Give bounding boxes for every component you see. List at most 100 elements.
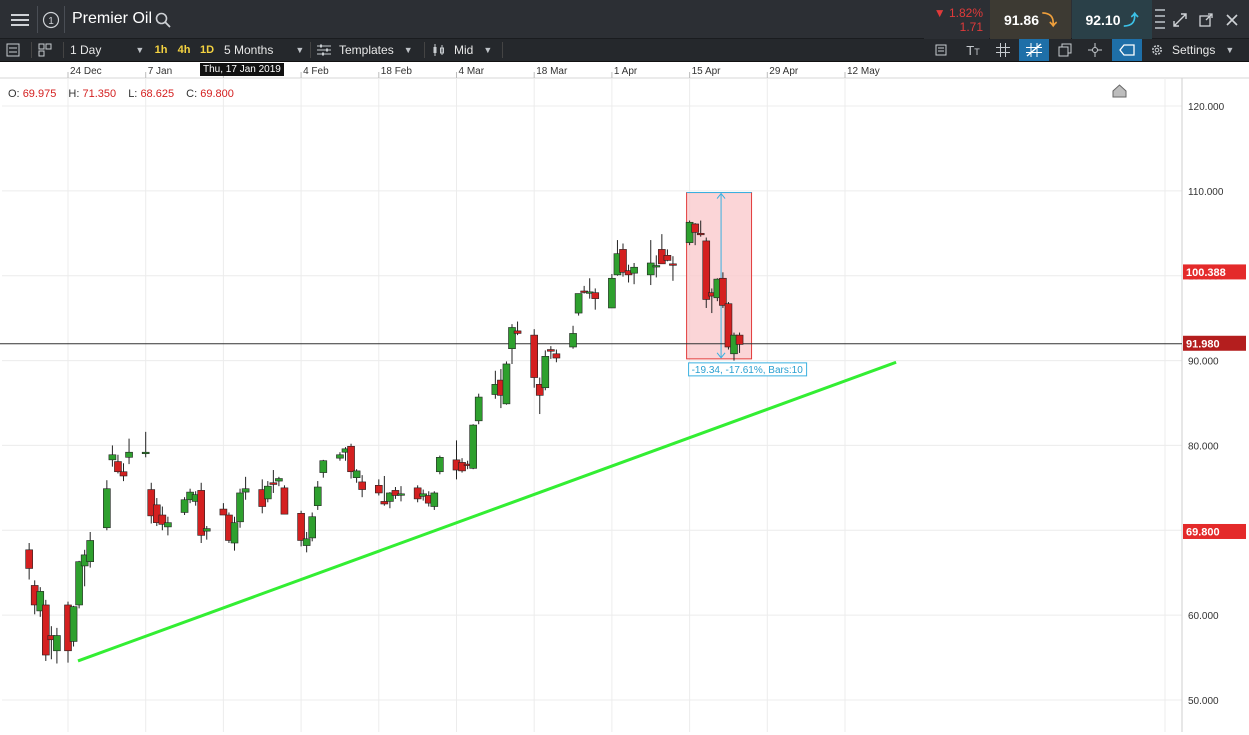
home-marker-icon (1112, 84, 1127, 98)
x-tick-label: 4 Mar (459, 66, 485, 77)
settings-menu[interactable]: Settings ▼ (1150, 39, 1246, 61)
sell-price: 91.86 (1003, 11, 1040, 28)
candle-body (230, 522, 239, 544)
candle-body (458, 462, 466, 472)
layout-icon[interactable] (38, 39, 58, 61)
candle-body (180, 499, 189, 513)
interval-select[interactable]: 1 Day ▼ (70, 39, 146, 61)
x-tick-label: 4 Feb (303, 66, 329, 77)
candle-body (569, 333, 577, 348)
x-tick-label: 29 Apr (769, 66, 799, 77)
chevron-down-icon: ▼ (403, 45, 413, 55)
timeframe-4h-button[interactable]: 4h (177, 44, 191, 56)
indicators-icon[interactable] (926, 39, 956, 61)
close-icon[interactable] (1220, 0, 1244, 39)
candle-body (397, 493, 405, 496)
text-tool-icon[interactable]: TT (966, 42, 980, 58)
y-tick-label: 80.000 (1188, 441, 1219, 452)
chart-background (0, 62, 1249, 735)
x-tick-label: 7 Jan (148, 66, 172, 77)
candle-body (75, 561, 83, 606)
change-absolute: 1.71 (959, 20, 983, 34)
candle-body (691, 223, 699, 233)
close-label: C: (186, 88, 198, 100)
candle-body (53, 635, 61, 652)
x-tick-label: 18 Mar (536, 66, 568, 77)
candle-body (153, 504, 161, 523)
fullscreen-icon[interactable] (1168, 0, 1192, 39)
price-type-select[interactable]: Mid ▼ (432, 39, 496, 61)
candle-body (735, 334, 744, 345)
candle-body (108, 454, 117, 461)
y-tick-label: 60.000 (1188, 611, 1219, 622)
candle-body (358, 481, 366, 490)
timeframe-1d-button[interactable]: 1D (199, 44, 215, 56)
chart-toolbar: 1 Day ▼ 1h 4h 1D 5 Months ▼ Templates ▼ … (0, 39, 1249, 62)
candle-body (263, 485, 272, 500)
sell-button[interactable]: 91.86 ⤵ (990, 0, 1071, 39)
candle-body (547, 349, 555, 352)
measure-arrow-head (716, 352, 726, 359)
high-value: 71.350 (82, 88, 117, 100)
cursor-icon[interactable] (1080, 39, 1110, 61)
grid-icon[interactable] (988, 39, 1018, 61)
candle-body (591, 292, 600, 299)
gear-icon (1152, 45, 1162, 55)
candle-body (619, 249, 627, 273)
drag-handle-icon[interactable] (1153, 0, 1167, 39)
chevron-down-icon: ▼ (295, 45, 305, 55)
list-icon[interactable] (6, 39, 26, 61)
candle-body (269, 482, 278, 485)
range-value: 5 Months (224, 43, 274, 57)
measure-label: -19.34, -17.61%, Bars:10 (692, 365, 804, 376)
info-icon[interactable]: 1 (40, 0, 62, 39)
crosshair-grid-icon[interactable] (1019, 39, 1049, 61)
candle-body (502, 363, 511, 405)
candle-body (319, 460, 328, 473)
candle-body (696, 232, 705, 236)
price-tag (1183, 523, 1246, 539)
settings-label: Settings (1172, 43, 1216, 57)
crosshair-date-label: Thu, 17 Jan 2019 (200, 63, 284, 76)
close-value: 69.800 (200, 88, 234, 100)
candle-body (630, 266, 638, 274)
candle-body (513, 330, 522, 334)
open-value: 69.975 (22, 88, 57, 100)
candle-body (374, 485, 383, 494)
candles-icon (433, 44, 444, 56)
x-tick-label: 24 Dec (70, 66, 102, 77)
candle-body (302, 538, 311, 546)
range-select[interactable]: 5 Months ▼ (224, 39, 306, 61)
instrument-name[interactable]: Premier Oil (72, 10, 153, 27)
candle-body (552, 353, 561, 359)
candle-body (36, 591, 45, 612)
menu-icon[interactable] (4, 0, 36, 39)
candle-body (241, 488, 250, 493)
buy-button[interactable]: 92.10 ⤴ (1072, 0, 1152, 39)
candle-body (86, 540, 94, 562)
candle-body (652, 265, 661, 268)
candle-body (202, 528, 211, 532)
measure-box (686, 192, 753, 360)
price-tag (1183, 335, 1246, 351)
candle-body (430, 492, 439, 507)
candle-body (219, 508, 228, 516)
chevron-down-icon: ▼ (1225, 45, 1235, 55)
candle-body (347, 445, 355, 473)
candle-body (197, 490, 205, 536)
candle-body (164, 522, 172, 528)
candle-body (535, 384, 544, 396)
candle-body (702, 240, 711, 300)
candle-body (469, 424, 477, 469)
candle-body (724, 303, 733, 348)
timeframe-1h-button[interactable]: 1h (154, 44, 168, 56)
clone-icon[interactable] (1050, 39, 1080, 61)
search-icon[interactable] (153, 0, 173, 39)
price-label-icon[interactable] (1112, 39, 1142, 61)
popout-icon[interactable] (1194, 0, 1218, 39)
templates-menu[interactable]: Templates ▼ (317, 39, 417, 61)
candle-body (313, 486, 322, 506)
y-tick-label: 110.000 (1188, 187, 1224, 198)
